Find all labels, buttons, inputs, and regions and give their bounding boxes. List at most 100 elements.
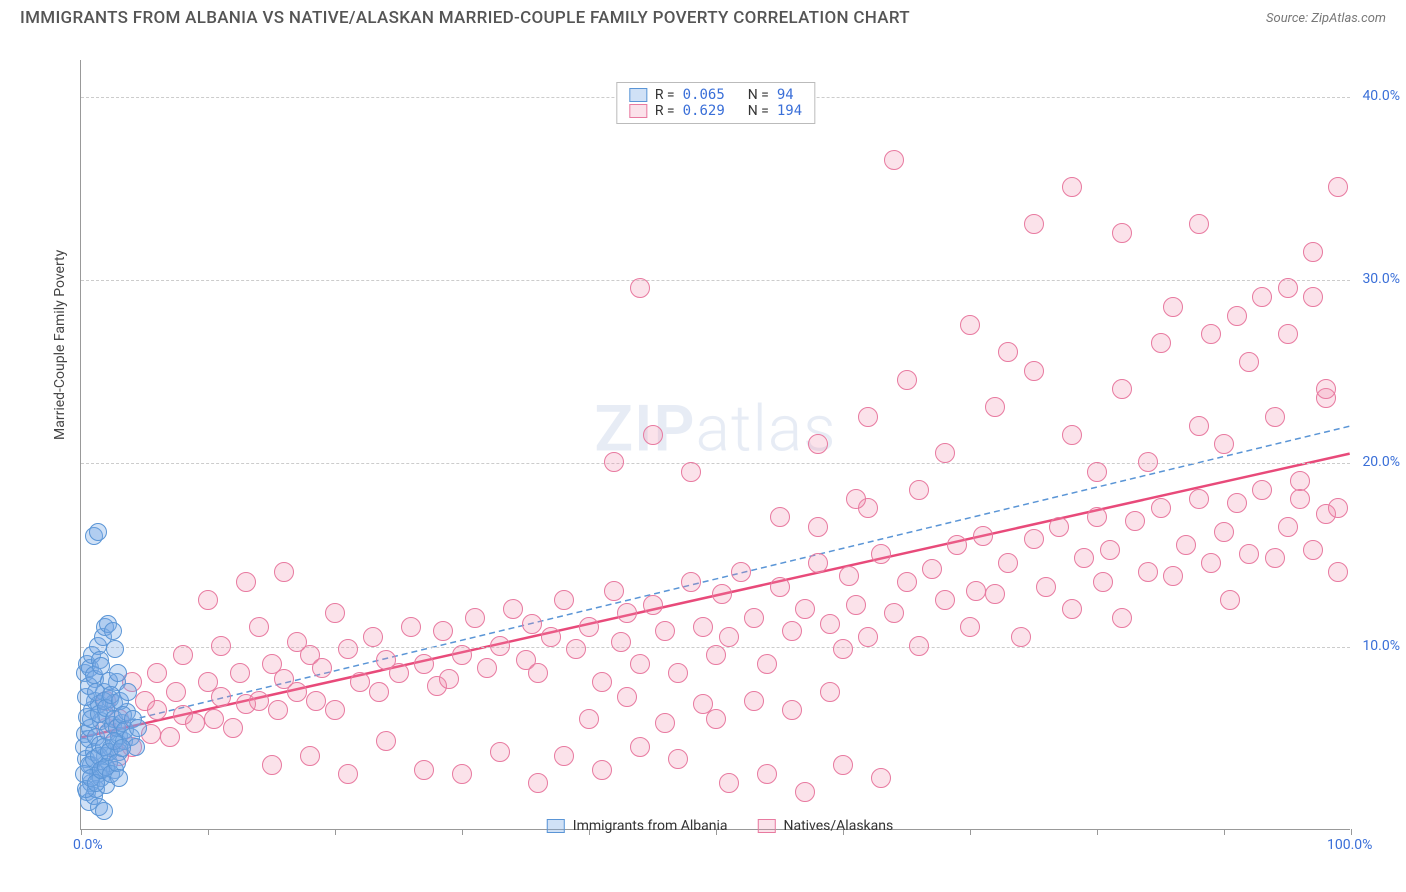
data-point bbox=[1278, 517, 1298, 537]
data-point bbox=[757, 654, 777, 674]
data-point bbox=[1024, 214, 1044, 234]
data-point bbox=[947, 535, 967, 555]
data-point bbox=[1024, 529, 1044, 549]
data-point bbox=[592, 672, 612, 692]
r-value: 0.065 bbox=[683, 87, 725, 103]
data-point bbox=[1074, 548, 1094, 568]
data-point bbox=[401, 617, 421, 637]
data-point bbox=[129, 719, 147, 737]
data-point bbox=[1112, 379, 1132, 399]
data-point bbox=[1290, 471, 1310, 491]
data-point bbox=[909, 636, 929, 656]
data-point bbox=[166, 682, 186, 702]
data-point bbox=[1265, 407, 1285, 427]
data-point bbox=[871, 544, 891, 564]
grid-line bbox=[81, 463, 1350, 464]
data-point bbox=[236, 572, 256, 592]
data-point bbox=[554, 746, 574, 766]
x-tick bbox=[1224, 829, 1225, 835]
data-point bbox=[503, 599, 523, 619]
data-point bbox=[681, 462, 701, 482]
chart-title: IMMIGRANTS FROM ALBANIA VS NATIVE/ALASKA… bbox=[20, 8, 910, 28]
data-point bbox=[1201, 324, 1221, 344]
data-point bbox=[1265, 548, 1285, 568]
data-point bbox=[973, 526, 993, 546]
data-point bbox=[820, 682, 840, 702]
data-point bbox=[1176, 535, 1196, 555]
grid-line bbox=[81, 280, 1350, 281]
x-tick bbox=[335, 829, 336, 835]
data-point bbox=[230, 663, 250, 683]
data-point bbox=[1214, 434, 1234, 454]
legend-swatch bbox=[629, 88, 647, 102]
data-point bbox=[433, 621, 453, 641]
y-axis-label: Married-Couple Family Poverty bbox=[52, 250, 68, 440]
data-point bbox=[1062, 599, 1082, 619]
data-point bbox=[1239, 352, 1259, 372]
data-point bbox=[211, 687, 231, 707]
data-point bbox=[1062, 177, 1082, 197]
data-point bbox=[1151, 333, 1171, 353]
data-point bbox=[325, 700, 345, 720]
data-point bbox=[706, 645, 726, 665]
data-point bbox=[820, 614, 840, 634]
legend-row: R = 0.629 N = 194 bbox=[629, 103, 802, 119]
data-point bbox=[668, 663, 688, 683]
data-point bbox=[338, 639, 358, 659]
data-point bbox=[1328, 562, 1348, 582]
data-point bbox=[1125, 511, 1145, 531]
data-point bbox=[541, 627, 561, 647]
data-point bbox=[109, 664, 127, 682]
y-tick-label: 40.0% bbox=[1362, 88, 1400, 104]
legend-label: Natives/Alaskans bbox=[783, 818, 893, 834]
data-point bbox=[106, 640, 124, 658]
data-point bbox=[884, 603, 904, 623]
data-point bbox=[897, 572, 917, 592]
data-point bbox=[1252, 480, 1272, 500]
x-tick-label: 0.0% bbox=[73, 837, 103, 853]
data-point bbox=[1189, 489, 1209, 509]
data-point bbox=[204, 709, 224, 729]
data-point bbox=[909, 480, 929, 500]
data-point bbox=[966, 581, 986, 601]
data-point bbox=[1062, 425, 1082, 445]
data-point bbox=[528, 663, 548, 683]
data-point bbox=[998, 553, 1018, 573]
data-point bbox=[871, 768, 891, 788]
r-label: R = bbox=[655, 87, 675, 103]
data-point bbox=[1049, 517, 1069, 537]
data-point bbox=[681, 572, 701, 592]
data-point bbox=[452, 645, 472, 665]
data-point bbox=[1138, 562, 1158, 582]
data-point bbox=[985, 584, 1005, 604]
data-point bbox=[389, 663, 409, 683]
data-point bbox=[147, 663, 167, 683]
data-point bbox=[1278, 278, 1298, 298]
correlation-legend: R = 0.065 N = 94 R = 0.629 N = 194 bbox=[616, 82, 815, 124]
data-point bbox=[325, 603, 345, 623]
data-point bbox=[1151, 498, 1171, 518]
data-point bbox=[1189, 214, 1209, 234]
data-point bbox=[1316, 379, 1336, 399]
data-point bbox=[922, 559, 942, 579]
data-point bbox=[160, 727, 180, 747]
data-point bbox=[744, 691, 764, 711]
data-point bbox=[414, 760, 434, 780]
x-tick bbox=[1351, 829, 1352, 835]
data-point bbox=[198, 590, 218, 610]
data-point bbox=[719, 627, 739, 647]
data-point bbox=[808, 553, 828, 573]
data-point bbox=[1328, 498, 1348, 518]
data-point bbox=[617, 603, 637, 623]
data-point bbox=[1087, 462, 1107, 482]
n-label: N = bbox=[748, 103, 769, 119]
data-point bbox=[95, 802, 113, 820]
y-tick-label: 10.0% bbox=[1362, 638, 1400, 654]
data-point bbox=[89, 523, 107, 541]
data-point bbox=[110, 769, 128, 787]
data-point bbox=[477, 658, 497, 678]
data-point bbox=[465, 608, 485, 628]
data-point bbox=[655, 713, 675, 733]
data-point bbox=[1303, 242, 1323, 262]
data-point bbox=[1087, 507, 1107, 527]
